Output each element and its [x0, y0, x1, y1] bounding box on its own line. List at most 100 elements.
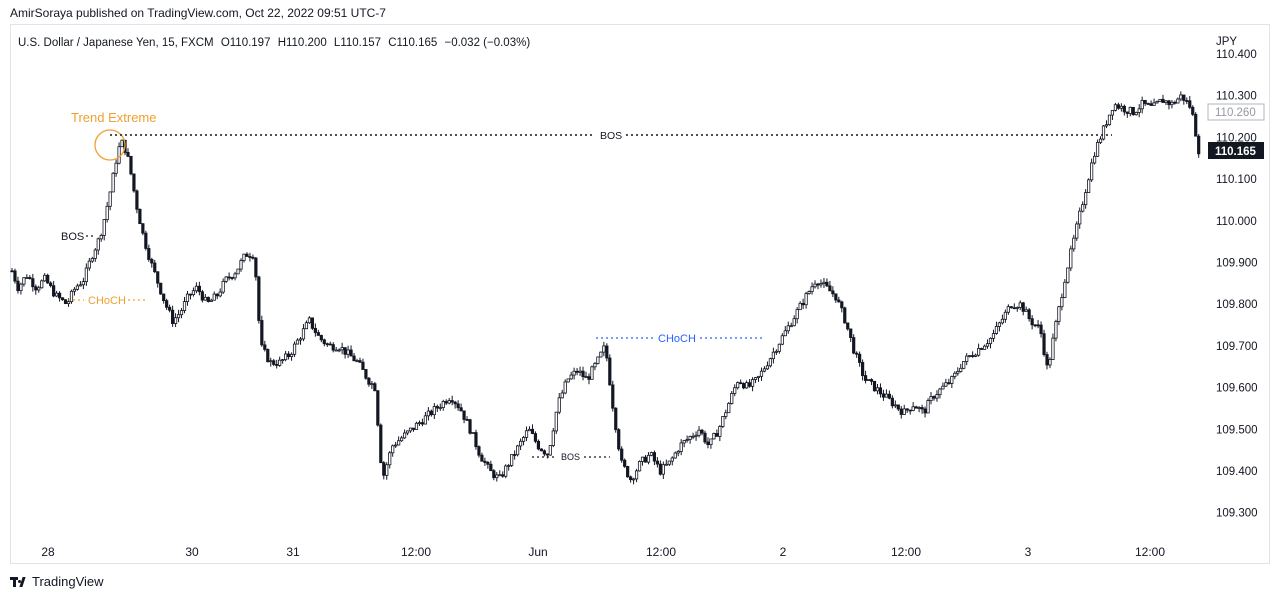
candle-body [60, 297, 65, 301]
candle-body [753, 377, 758, 380]
candle-body [724, 412, 728, 417]
candle-body [492, 470, 496, 479]
candle-body [1060, 297, 1064, 308]
candle-body [602, 345, 606, 353]
candle-body [385, 464, 389, 476]
candle-body [319, 335, 323, 341]
candle-body [617, 429, 621, 450]
candle-body [1090, 162, 1094, 181]
candle-body [1185, 100, 1189, 102]
candle-body [590, 366, 594, 380]
y-tick-label: 110.400 [1216, 49, 1257, 61]
candle-body [736, 382, 740, 389]
candle-body [349, 349, 353, 357]
candle-body [90, 258, 94, 262]
candle-body [1137, 108, 1141, 113]
candle-body [1140, 99, 1144, 110]
y-tick-label: 110.200 [1216, 132, 1257, 144]
candle-body [878, 387, 883, 395]
candle-body [1084, 192, 1088, 206]
candle-body [739, 382, 743, 385]
candle-body [1027, 309, 1031, 320]
candle-body [834, 293, 838, 301]
candle-body [248, 256, 252, 258]
candle-body [1191, 106, 1195, 115]
y-tick-label: 110.100 [1216, 174, 1257, 186]
candle-body [1006, 306, 1010, 313]
candle-body [1024, 309, 1028, 312]
candle-body [721, 416, 725, 427]
candle-body [284, 353, 288, 361]
footer: TradingView [10, 574, 104, 589]
candle-body [1170, 101, 1174, 106]
candle-body [563, 381, 567, 394]
candle-body [322, 339, 326, 345]
candle-body [316, 332, 320, 336]
candle-body [25, 277, 29, 279]
candle-body [450, 400, 454, 403]
candle-body [197, 285, 201, 293]
candle-body [313, 327, 317, 333]
candle-body [700, 429, 704, 434]
candle-body [658, 463, 662, 475]
choch-mid-label: CHoCH [658, 333, 696, 345]
candle-body [304, 322, 309, 330]
candle-body [941, 385, 945, 390]
candle-body [629, 476, 633, 481]
candle-body [414, 422, 419, 430]
candle-body [908, 409, 912, 412]
candle-body [750, 379, 755, 387]
candle-body [22, 277, 26, 285]
candle-body [557, 397, 561, 413]
candle-body [1021, 302, 1025, 312]
candle-body [953, 372, 957, 377]
bos-left-label: BOS [61, 231, 84, 243]
candle-body [159, 282, 163, 295]
candle-body [510, 454, 514, 466]
candle-body [560, 392, 564, 399]
candle-body [831, 290, 835, 295]
candle-body [129, 155, 133, 175]
candle-body [275, 364, 279, 366]
candle-body [1146, 103, 1150, 105]
candle-body [19, 283, 23, 292]
candle-body [49, 282, 53, 287]
candle-body [971, 355, 975, 357]
candle-body [269, 360, 273, 363]
candle-body [1098, 138, 1103, 143]
candle-body [518, 440, 523, 447]
candle-body [501, 474, 505, 477]
candle-body [914, 406, 918, 409]
candle-body [120, 139, 124, 148]
candle-body [84, 267, 88, 282]
x-tick-label: 12:00 [401, 545, 431, 559]
candle-body [682, 440, 686, 444]
candle-body [361, 361, 365, 370]
trend-extreme-circle [94, 129, 126, 161]
symbol-name: U.S. Dollar / Japanese Yen, 15, FXCM [18, 37, 214, 49]
candle-body [596, 356, 600, 364]
candle-body [1042, 333, 1046, 355]
candle-body [34, 286, 38, 291]
candle-body [742, 383, 746, 389]
candle-body [533, 433, 538, 442]
candle-body [295, 339, 300, 345]
candle-body [866, 379, 871, 381]
candle-body [545, 453, 549, 456]
candle-body [46, 274, 50, 284]
candle-body [96, 238, 100, 251]
candle-body [203, 296, 207, 301]
candle-body [685, 439, 689, 441]
candle-body [81, 281, 85, 286]
candle-body [727, 403, 731, 414]
candle-body [1179, 94, 1183, 100]
x-tick-label: 3 [1025, 545, 1032, 559]
candle-body [340, 347, 344, 351]
candle-body [28, 277, 32, 280]
candle-body [1009, 306, 1013, 309]
candle-body [1069, 248, 1073, 269]
last-price-tag [1208, 142, 1264, 159]
x-tick-label: 30 [185, 545, 199, 559]
candle-body [471, 432, 475, 434]
